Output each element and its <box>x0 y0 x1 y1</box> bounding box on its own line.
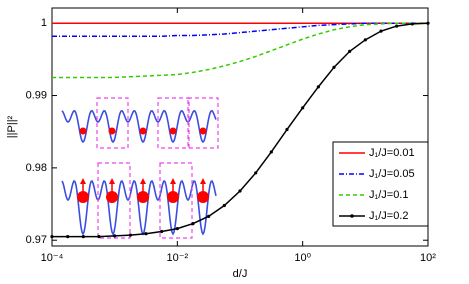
unit-cell-box <box>97 162 131 239</box>
series-marker <box>222 203 226 208</box>
y-tick-label: 1 <box>41 17 47 29</box>
series-marker <box>363 38 367 42</box>
series-marker <box>395 24 399 28</box>
series-marker <box>207 214 211 218</box>
x-tick-label: 10⁻⁴ <box>41 252 64 264</box>
potential-curve <box>61 179 217 236</box>
particle <box>108 127 116 135</box>
legend-marker <box>350 214 354 218</box>
spin-arrow-head <box>109 178 115 184</box>
series-marker <box>113 234 117 238</box>
unit-cell-box <box>159 162 193 239</box>
unit-cell-box <box>157 97 190 149</box>
particle <box>79 127 87 135</box>
series-marker <box>426 21 430 25</box>
particle <box>139 127 147 135</box>
y-tick-label: 0.99 <box>26 89 47 101</box>
series-marker <box>128 233 132 237</box>
spin-arrow-head <box>80 178 86 184</box>
series-line <box>52 22 428 79</box>
series-marker <box>238 189 242 193</box>
series-marker <box>348 49 352 54</box>
y-axis-label: ||P||² <box>6 115 18 138</box>
series-marker <box>175 227 179 231</box>
series-marker <box>97 234 101 239</box>
particle <box>169 127 177 135</box>
unit-cell-box <box>96 97 129 149</box>
potential-curve <box>61 109 217 144</box>
series-marker <box>285 127 289 132</box>
y-tick-label: 0.98 <box>26 162 47 174</box>
x-tick-label: 10⁰ <box>294 252 311 264</box>
legend-box <box>332 141 429 227</box>
legend-label: J₁/J=0.1 <box>369 189 408 201</box>
series-marker <box>66 234 70 239</box>
series-marker <box>160 229 164 234</box>
series-marker <box>254 171 258 175</box>
spin-arrow-head <box>200 178 206 184</box>
y-tick-label: 0.97 <box>26 234 47 246</box>
legend-label: J₁/J=0.05 <box>369 168 415 180</box>
x-tick-label: 10⁻² <box>166 252 188 264</box>
plot-frame <box>51 7 429 247</box>
series-marker <box>191 221 195 226</box>
spin-arrow-head <box>140 178 146 184</box>
series-marker <box>50 234 54 239</box>
series-marker <box>269 150 273 154</box>
series-marker <box>144 232 148 236</box>
x-axis-label: d/J <box>233 268 248 280</box>
unit-cell-box <box>187 97 219 149</box>
spin-arrow-head <box>170 178 176 184</box>
x-tick-label: 10² <box>420 252 436 264</box>
series-marker <box>316 85 320 89</box>
legend-label: J₁/J=0.01 <box>369 147 415 159</box>
legend-label: J₁/J=0.2 <box>369 210 408 222</box>
particle <box>199 127 207 135</box>
series-marker <box>332 65 336 69</box>
series-marker <box>81 234 85 239</box>
series-marker <box>301 106 305 110</box>
series-marker <box>410 22 414 26</box>
series-marker <box>379 29 383 33</box>
series-line <box>52 22 428 37</box>
